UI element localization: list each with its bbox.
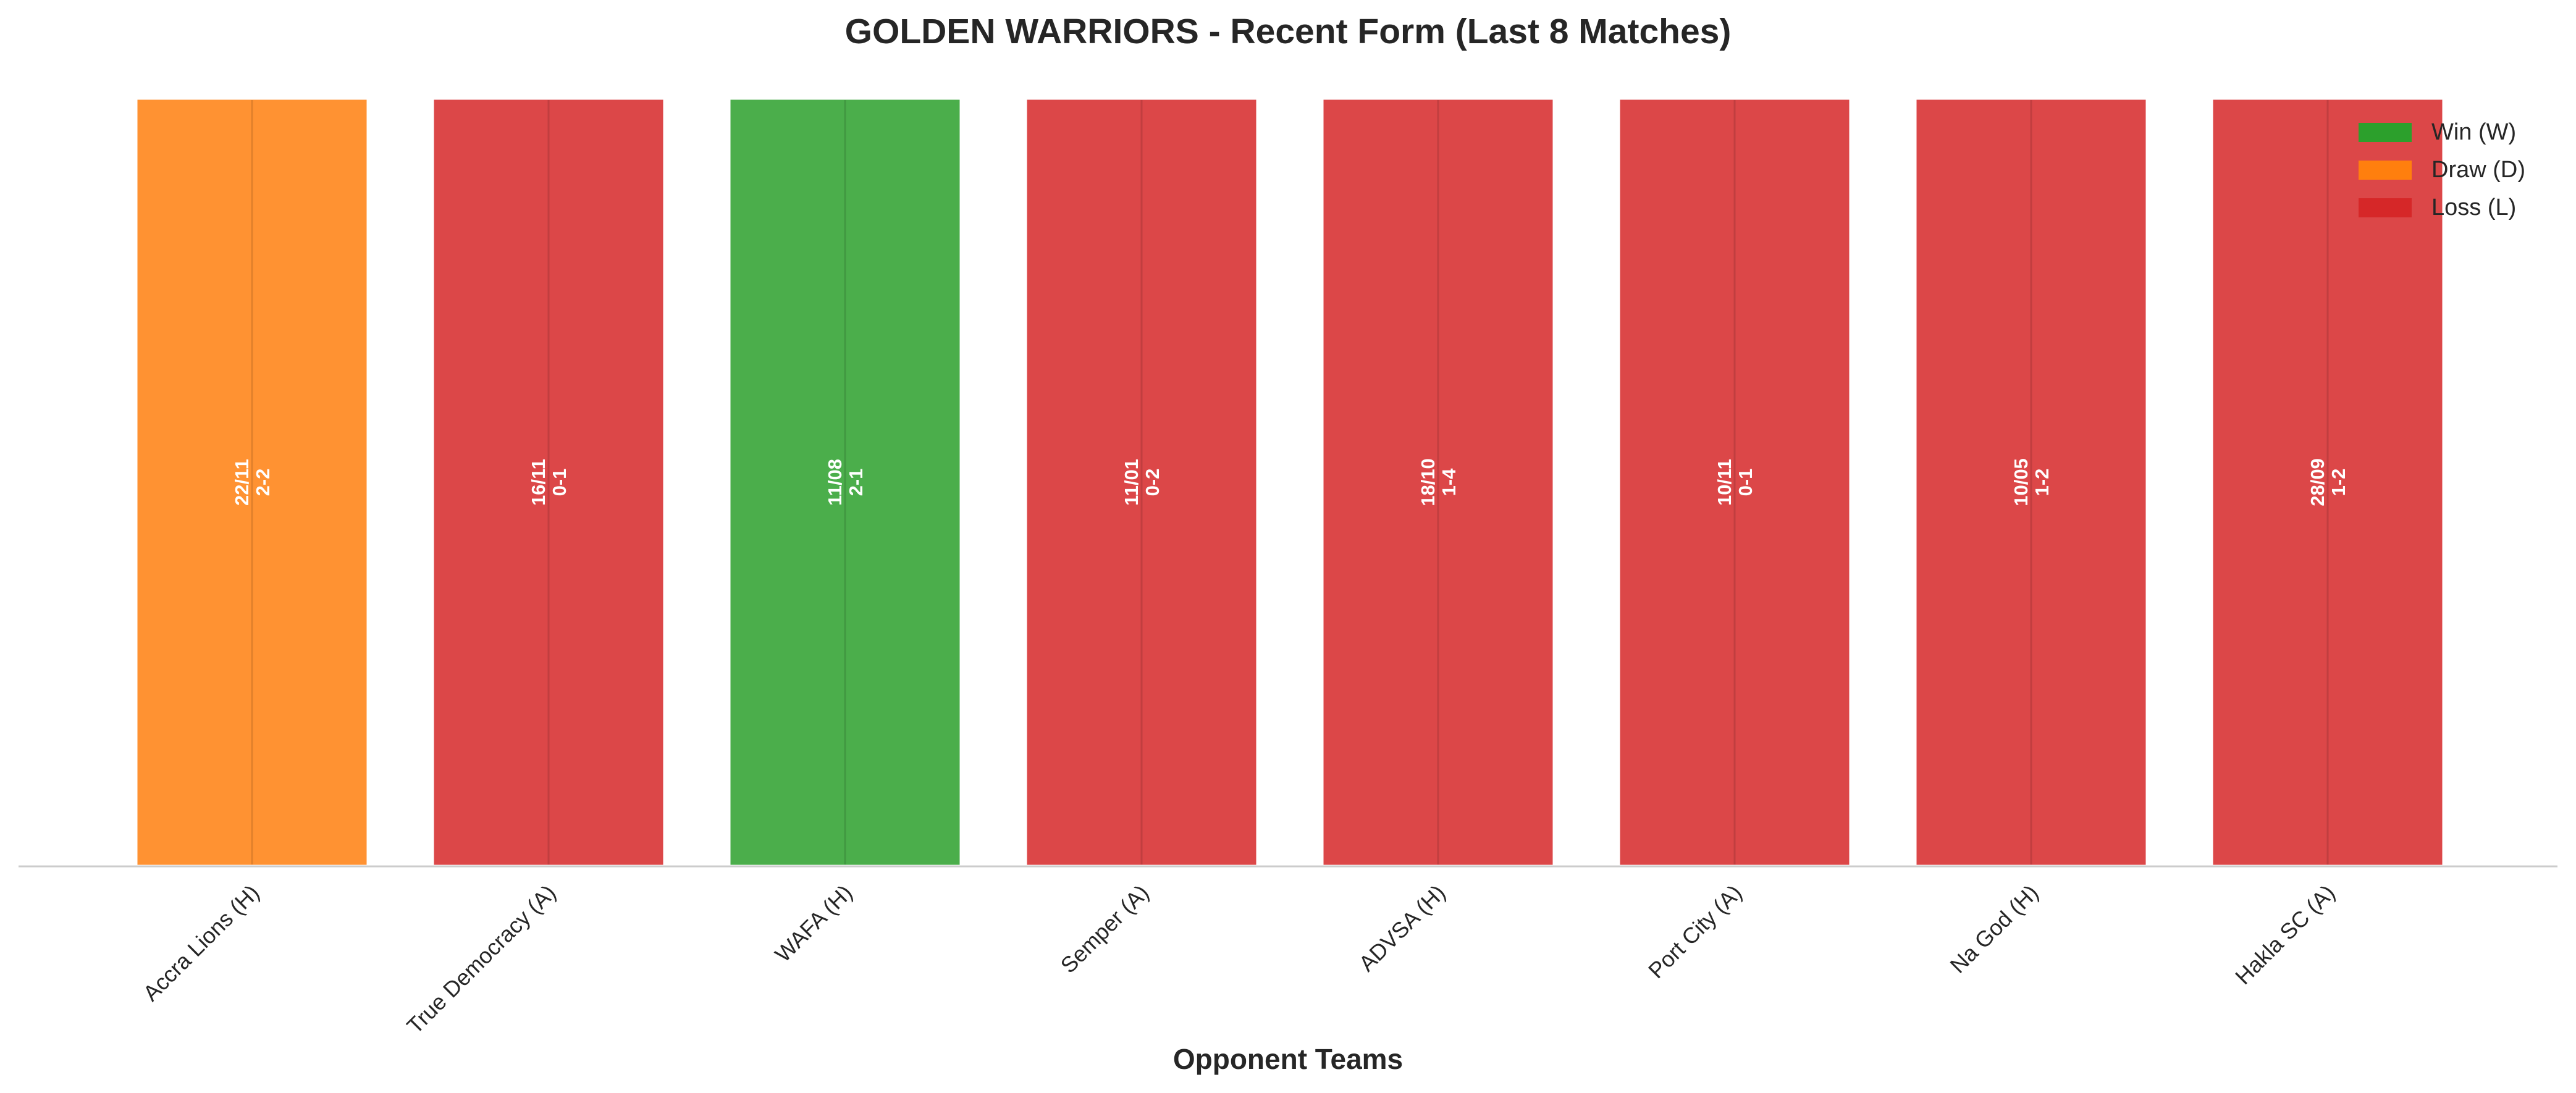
x-tick-label-2: WAFA (H): [770, 880, 857, 967]
chart-title: GOLDEN WARRIORS - Recent Form (Last 8 Ma…: [844, 12, 1732, 51]
bar-label-6: 10/05 1-2: [2010, 458, 2053, 506]
x-tick-label-1: True Democracy (A): [402, 880, 560, 1039]
bar-score-label: 1-4: [1438, 468, 1460, 496]
bar-date-label: 18/10: [1417, 458, 1439, 506]
x-tick-label-3: Semper (A): [1056, 880, 1154, 978]
bar-date-label: 16/11: [528, 459, 549, 506]
legend-item-d: Draw (D): [2359, 151, 2525, 189]
bar-label-1: 16/11 0-1: [528, 459, 570, 506]
bar-date-label: 10/11: [1714, 459, 1735, 506]
legend-label: Win (W): [2431, 119, 2517, 145]
bar-score-label: 2-2: [252, 469, 274, 496]
legend-swatch: [2359, 198, 2412, 217]
bar-score-label: 0-1: [549, 469, 570, 496]
bar-3: [1024, 96, 1260, 868]
bar-label-2: 11/08 2-1: [824, 459, 867, 506]
bar-7: [2210, 96, 2446, 868]
legend-swatch: [2359, 161, 2412, 180]
x-tick-label-0: Accra Lions (H): [138, 880, 264, 1006]
bar-label-3: 11/01 0-2: [1121, 459, 1163, 506]
bar-1: [431, 96, 667, 868]
bar-4: [1320, 96, 1556, 868]
x-tick-label-7: Hakla SC (A): [2230, 880, 2340, 990]
bar-date-label: 28/09: [2307, 458, 2328, 506]
legend-item-w: Win (W): [2359, 114, 2525, 151]
bar-date-label: 22/11: [231, 459, 253, 506]
x-tick-labels: Accra Lions (H) True Democracy (A) WAFA (H…: [138, 880, 2339, 1039]
legend-label: Loss (L): [2431, 195, 2517, 220]
bar-score-label: 1-2: [2328, 469, 2349, 496]
bar-date-label: 11/01: [1121, 459, 1142, 506]
bar-label-5: 10/11 0-1: [1714, 459, 1756, 506]
bars-layer: 22/11 2-2 16/11 0-1 11/08 2-1 11/01 0-2 18/10 1-4…: [134, 96, 2446, 868]
legend: Win (W) Draw (D) Loss (L): [2359, 114, 2525, 227]
bar-5: [1617, 96, 1853, 868]
bar-0: [134, 96, 370, 868]
x-tick-label-4: ADVSA (H): [1353, 880, 1450, 976]
bar-score-label: 1-2: [2031, 469, 2053, 496]
legend-swatch: [2359, 123, 2412, 142]
bar-score-label: 0-1: [1735, 469, 1756, 496]
legend-label: Draw (D): [2431, 157, 2525, 183]
x-axis-label: Opponent Teams: [1172, 1043, 1404, 1075]
bar-6: [1913, 96, 2149, 868]
bar-score-label: 0-2: [1142, 469, 1163, 496]
bar-2: [727, 96, 963, 868]
bar-label-4: 18/10 1-4: [1417, 458, 1460, 506]
bar-label-7: 28/09 1-2: [2307, 458, 2349, 506]
x-tick-label-6: Na God (H): [1945, 880, 2044, 978]
bar-date-label: 10/05: [2010, 458, 2032, 506]
bar-score-label: 2-1: [845, 469, 867, 496]
bar-date-label: 11/08: [824, 459, 846, 506]
legend-item-l: Loss (L): [2359, 189, 2525, 227]
bar-label-0: 22/11 2-2: [231, 459, 274, 506]
x-tick-label-5: Port City (A): [1643, 880, 1747, 984]
